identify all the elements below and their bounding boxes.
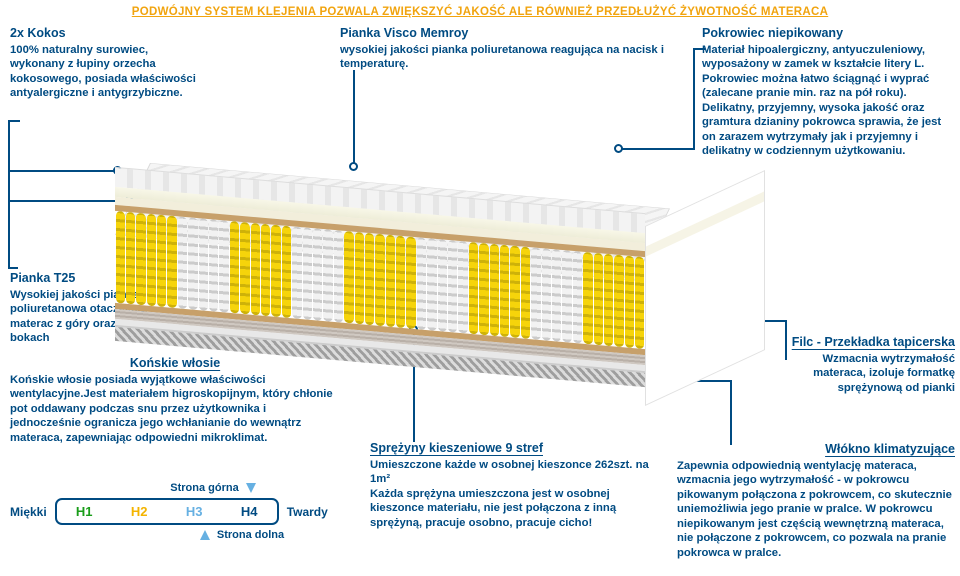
- spring-zone: [292, 226, 344, 323]
- spring: [167, 215, 176, 308]
- top-banner: PODWÓJNY SYSTEM KLEJENIA POZWALA ZWIĘKSZ…: [0, 6, 960, 18]
- springs-title: Sprężyny kieszeniowe 9 stref: [370, 441, 660, 455]
- leader: [8, 170, 10, 267]
- visco-title: Pianka Visco Memroy: [340, 26, 670, 40]
- spring-zone: [583, 252, 645, 349]
- spring-zone: [229, 221, 291, 318]
- spring: [178, 216, 187, 309]
- fiber-text: Zapewnia odpowiednią wentylację materaca…: [677, 459, 955, 560]
- spring: [240, 222, 249, 315]
- spring: [500, 244, 509, 337]
- spring: [365, 233, 374, 326]
- spring: [188, 217, 197, 310]
- spring: [594, 253, 603, 346]
- arrow-up-icon: [200, 530, 210, 540]
- spring: [126, 212, 135, 305]
- cover-text: Materiał hipoalergiczny, antyuczuleniowy…: [702, 43, 950, 159]
- spring: [116, 211, 125, 304]
- spring-zone: [468, 242, 530, 339]
- springs-text2: Każda sprężyna umieszczona jest w osobne…: [370, 487, 660, 530]
- cover-title: Pokrowiec niepikowany: [702, 26, 950, 40]
- spring: [635, 256, 644, 349]
- leader: [8, 267, 18, 269]
- spring: [583, 252, 592, 345]
- spring: [313, 228, 322, 321]
- spring: [604, 254, 613, 347]
- hardness-hard-label: Twardy: [287, 505, 328, 519]
- spring-zone: [177, 216, 229, 313]
- spring-zone: [344, 231, 417, 329]
- spring: [199, 218, 208, 311]
- spring: [147, 214, 156, 307]
- spring: [292, 226, 301, 319]
- leader: [693, 48, 695, 148]
- spring: [219, 220, 228, 313]
- spring: [614, 254, 623, 347]
- kokos-title: 2x Kokos: [10, 26, 205, 40]
- spring: [157, 214, 166, 307]
- hardness-bottom-side-label: Strona dolna: [196, 529, 284, 541]
- spring: [417, 237, 426, 330]
- spring: [521, 246, 530, 339]
- leader: [785, 320, 787, 360]
- felt-title: Filc - Przekładka tapicerska: [790, 335, 955, 349]
- hardness-cell-h2: H2: [112, 500, 167, 523]
- spring: [458, 241, 467, 334]
- spring-zone: [531, 247, 583, 344]
- callout-cover: Pokrowiec niepikowany Materiał hipoalerg…: [702, 26, 950, 159]
- spring: [375, 234, 384, 327]
- spring: [573, 251, 582, 344]
- spring: [230, 221, 239, 314]
- felt-text: Wzmacnia wytrzymałość materaca, izoluje …: [790, 352, 955, 395]
- spring-zone: [416, 237, 468, 334]
- callout-springs: Sprężyny kieszeniowe 9 stref Umieszczone…: [370, 441, 660, 530]
- spring: [490, 244, 499, 337]
- spring: [448, 240, 457, 333]
- spring-zone: [115, 211, 177, 308]
- spring: [209, 219, 218, 312]
- spring: [438, 239, 447, 332]
- spring: [344, 231, 353, 324]
- leader: [8, 170, 116, 172]
- spring: [406, 236, 415, 329]
- leader: [730, 380, 732, 445]
- spring: [510, 245, 519, 338]
- hardness-scale: H1 H2 H3 H4: [55, 498, 279, 525]
- spring: [427, 238, 436, 331]
- arrow-down-icon: [246, 483, 256, 493]
- callout-visco: Pianka Visco Memroy wysokiej jakości pia…: [340, 26, 670, 72]
- mattress-side: [645, 170, 765, 406]
- spring: [542, 248, 551, 341]
- spring: [386, 234, 395, 327]
- fiber-title: Włókno klimatyzujące: [677, 442, 955, 456]
- spring: [531, 247, 540, 340]
- spring: [261, 224, 270, 317]
- spring: [625, 255, 634, 348]
- hardness-cell-h3: H3: [167, 500, 222, 523]
- hardness-soft-label: Miękki: [10, 505, 47, 519]
- spring: [552, 249, 561, 342]
- callout-felt: Filc - Przekładka tapicerska Wzmacnia wy…: [790, 335, 955, 395]
- spring: [303, 227, 312, 320]
- spring: [469, 242, 478, 335]
- visco-text: wysokiej jakości pianka poliuretanowa re…: [340, 43, 670, 72]
- hardness-selector: Strona górna Miękki H1 H2 H3 H4 Twardy S…: [10, 478, 340, 545]
- hardness-top-side-label: Strona górna: [170, 482, 259, 494]
- hardness-cell-h4: H4: [222, 500, 277, 523]
- mattress-illustration: [105, 85, 665, 405]
- spring: [334, 230, 343, 323]
- callout-fiber: Włókno klimatyzujące Zapewnia odpowiedni…: [677, 442, 955, 560]
- spring: [271, 224, 280, 317]
- spring: [479, 243, 488, 336]
- spring: [562, 250, 571, 343]
- spring: [282, 225, 291, 318]
- spring: [323, 229, 332, 322]
- hardness-cell-h1: H1: [57, 500, 112, 523]
- spring: [136, 213, 145, 306]
- spring: [355, 232, 364, 325]
- spring: [396, 235, 405, 328]
- spring: [251, 223, 260, 316]
- springs-text1: Umieszczone każde w osobnej kieszonce 26…: [370, 458, 660, 487]
